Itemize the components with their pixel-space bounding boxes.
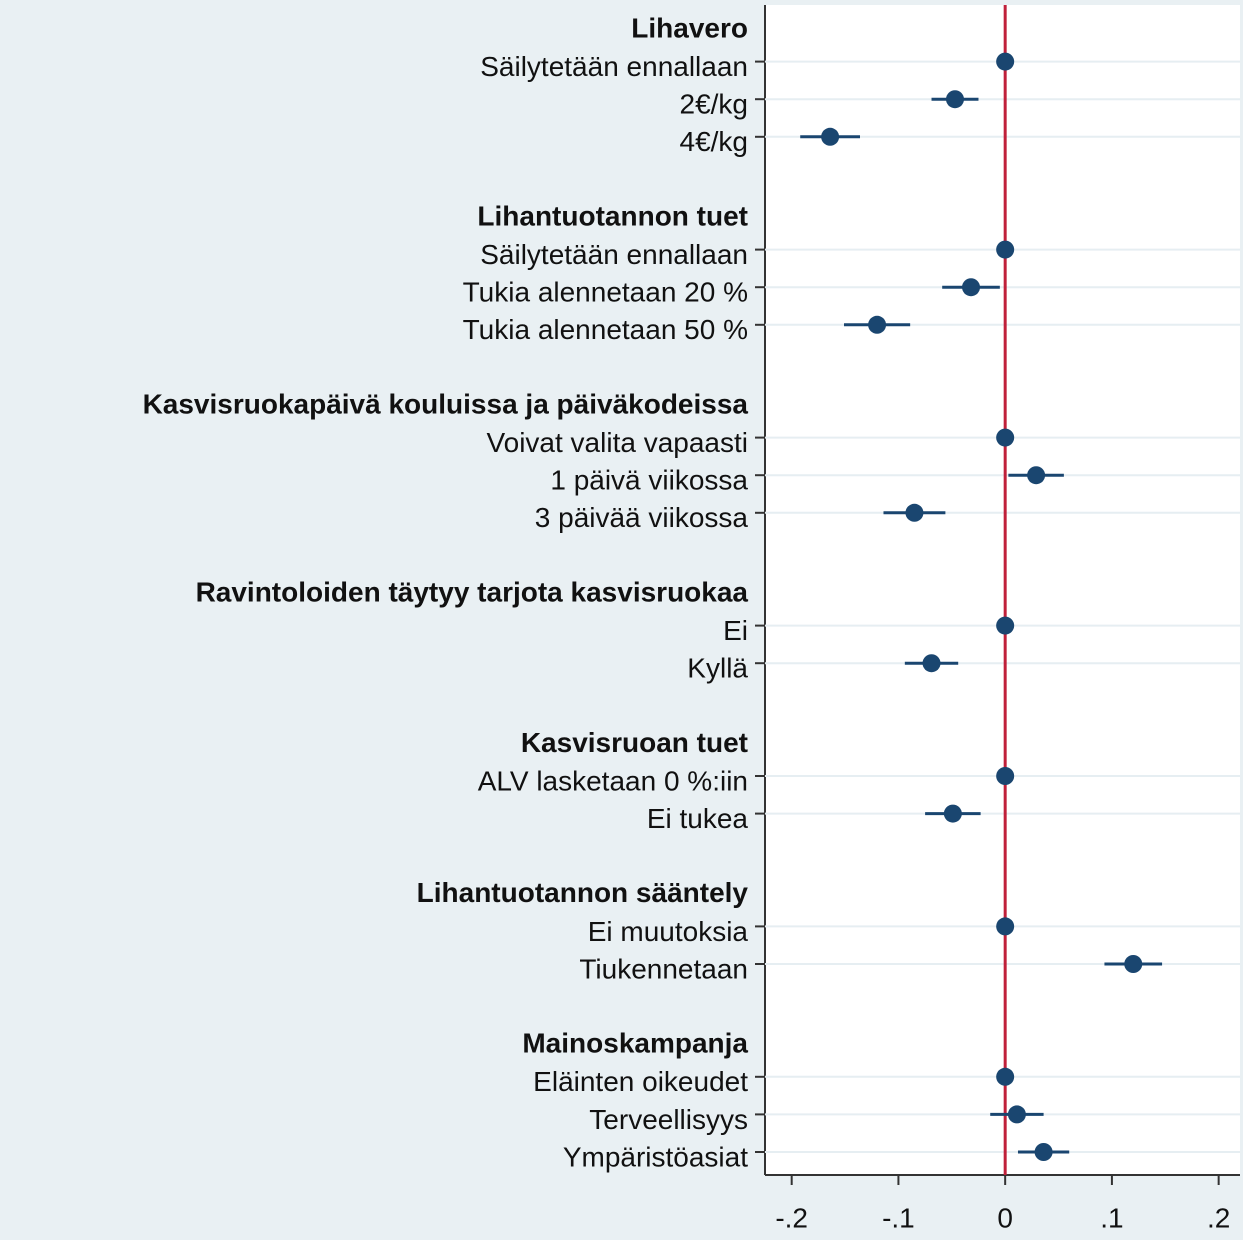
y-tick-label: Terveellisyys (589, 1104, 748, 1135)
point (996, 52, 1015, 71)
point (962, 278, 981, 297)
x-tick-label: -.1 (882, 1202, 915, 1233)
y-tick-label: 2€/kg (680, 89, 749, 120)
y-tick-label: ALV lasketaan 0 %:iin (478, 765, 748, 796)
y-tick-label: Tiukennetaan (579, 953, 748, 984)
point (996, 917, 1015, 936)
x-tick-label: -.2 (775, 1202, 808, 1233)
y-tick-label: Ympäristöasiat (563, 1141, 748, 1172)
y-tick-label: Ei tukea (647, 803, 749, 834)
point (1124, 955, 1143, 973)
point (1034, 1143, 1053, 1161)
group-header: Kasvisruoan tuet (521, 727, 748, 758)
y-tick-label: Tukia alennetaan 20 % (463, 277, 748, 308)
y-tick-label: Eläinten oikeudet (533, 1066, 748, 1097)
point (821, 127, 840, 146)
point (996, 240, 1015, 259)
x-tick-label: .1 (1100, 1202, 1123, 1233)
point (905, 503, 924, 522)
point (922, 654, 941, 673)
y-tick-label: Ei (723, 615, 748, 646)
point (943, 804, 962, 823)
y-tick-label: 3 päivää viikossa (535, 502, 749, 533)
point (1027, 466, 1046, 485)
y-tick-label: Säilytetään ennallaan (480, 239, 748, 270)
x-tick-label: 0 (997, 1202, 1013, 1233)
point (996, 428, 1015, 447)
point (1007, 1105, 1026, 1124)
point (868, 315, 887, 334)
y-tick-label: Tukia alennetaan 50 % (463, 314, 748, 345)
x-tick-label: .2 (1207, 1202, 1230, 1233)
y-tick-label: Voivat valita vapaasti (487, 427, 749, 458)
group-header: Lihantuotannon sääntely (417, 877, 749, 908)
point (996, 616, 1015, 635)
group-header: Lihavero (631, 12, 748, 43)
group-header: Lihantuotannon tuet (477, 200, 748, 231)
group-header: Mainoskampanja (522, 1028, 748, 1059)
y-tick-label: 4€/kg (680, 126, 749, 157)
group-header: Kasvisruokapäivä kouluissa ja päiväkodei… (143, 388, 749, 419)
point (946, 90, 964, 109)
y-tick-label: Ei muutoksia (588, 916, 749, 947)
group-header: Ravintoloiden täytyy tarjota kasvisruoka… (196, 576, 749, 607)
y-tick-label: Säilytetään ennallaan (480, 51, 748, 82)
plot-area (765, 5, 1240, 1175)
y-tick-label: Kyllä (687, 653, 748, 684)
y-tick-label: 1 päivä viikossa (550, 465, 748, 496)
point (996, 1067, 1015, 1086)
point (996, 767, 1015, 785)
